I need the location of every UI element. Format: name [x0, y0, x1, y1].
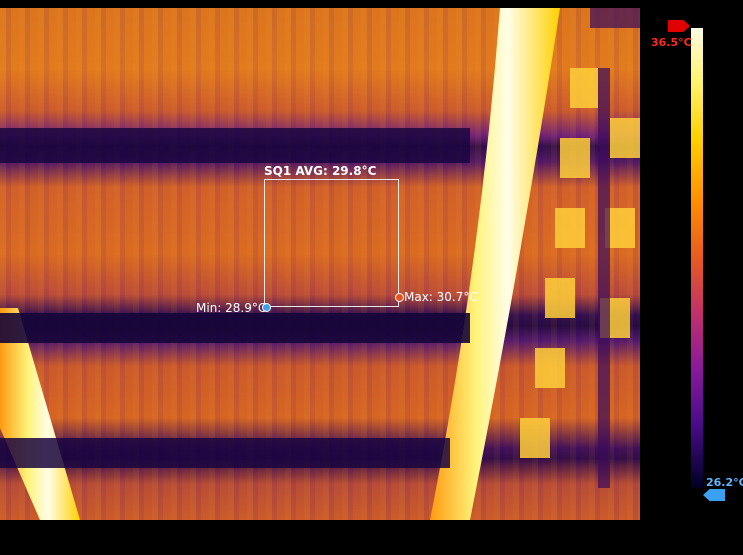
scale-min-label: 26.2°C [706, 476, 743, 489]
max-temperature-label: Max: 30.7°C [404, 290, 478, 304]
dark-band [0, 313, 470, 343]
thermal-image [0, 8, 640, 520]
min-point-marker [262, 303, 271, 312]
measurement-box[interactable] [264, 179, 399, 307]
min-marker-icon [703, 489, 725, 501]
dark-band [0, 128, 470, 163]
min-temperature-label: Min: 28.9°C [196, 301, 267, 315]
dark-band [0, 438, 450, 468]
scale-max-label: 36.5°C [651, 36, 692, 49]
max-marker-icon [668, 20, 690, 32]
temperature-scale-bar [691, 28, 703, 488]
hot-pipe-right [430, 8, 560, 520]
max-point-marker [395, 293, 404, 302]
thermal-hot-structures [0, 8, 640, 520]
measurement-avg-label: SQ1 AVG: 29.8°C [264, 164, 377, 178]
cool-gaps [590, 8, 640, 488]
